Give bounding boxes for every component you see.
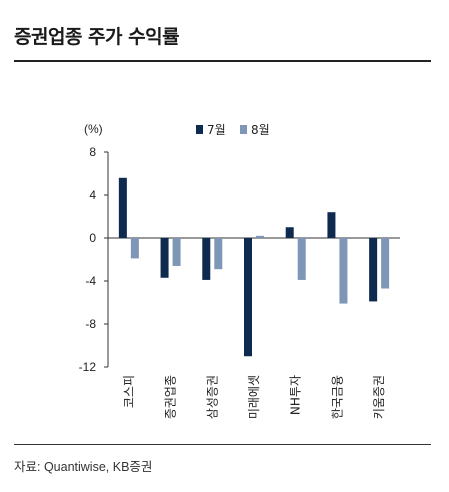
- legend-label-2: 8월: [251, 123, 270, 137]
- y-tick-label: -4: [85, 274, 96, 288]
- y-tick-label: 4: [89, 188, 96, 202]
- bar-aug-3: [214, 238, 223, 270]
- bar-jul-5: [285, 227, 294, 238]
- bar-aug-5: [297, 238, 306, 280]
- returns-bar-chart: (%) 7월 8월 8 4 0 -4 -8 -12 코스피 증권업종 삼성증권 미래에셋 NH투자 한국금융…: [79, 122, 400, 419]
- y-tick-label: 0: [89, 231, 96, 245]
- bar-jul-7: [369, 238, 378, 302]
- footer-divider: [14, 444, 431, 445]
- legend-swatch-1: [196, 125, 203, 134]
- bar-jul-4: [244, 238, 252, 357]
- y-tick-label: -8: [85, 317, 96, 331]
- bar-aug-1: [130, 238, 139, 259]
- x-category-label: 키움증권: [372, 375, 386, 419]
- bar-jul-6: [327, 212, 336, 238]
- legend-label-1: 7월: [207, 123, 226, 137]
- legend-swatch-2: [240, 125, 247, 134]
- x-category-label: 한국금융: [330, 375, 344, 419]
- y-tick-label: 8: [89, 145, 96, 159]
- y-axis-unit: (%): [84, 122, 103, 136]
- x-category-label: 삼성증권: [205, 375, 219, 419]
- page-title: 증권업종 주가 수익률: [14, 26, 180, 48]
- title-divider: [14, 60, 431, 62]
- bar-aug-6: [339, 238, 348, 304]
- source-note: 자료: Quantiwise, KB증권: [14, 460, 153, 474]
- bar-jul-2: [160, 238, 169, 278]
- bar-aug-4: [256, 235, 264, 238]
- bar-jul-1: [118, 177, 127, 238]
- x-category-label: NH투자: [289, 375, 303, 415]
- y-tick-label: -12: [79, 360, 97, 374]
- x-category-label: 코스피: [122, 375, 136, 408]
- bar-aug-2: [172, 238, 181, 266]
- bar-aug-7: [381, 238, 390, 289]
- x-category-label: 증권업종: [164, 375, 178, 419]
- x-category-label: 미래에셋: [247, 375, 261, 419]
- bar-jul-3: [202, 238, 211, 280]
